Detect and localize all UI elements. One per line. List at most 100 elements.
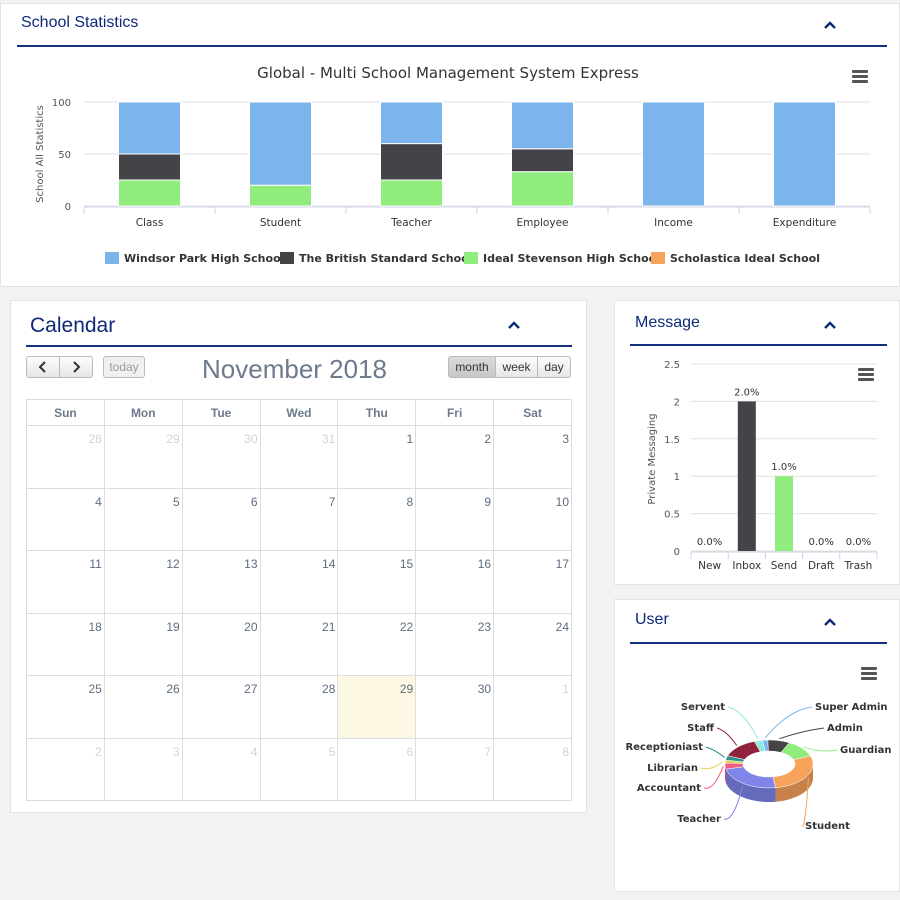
calendar-day-cell[interactable]: 8: [337, 487, 417, 551]
calendar-day-cell[interactable]: 17: [493, 550, 572, 614]
y-tick-label: 1: [674, 472, 680, 483]
view-week-button[interactable]: week: [495, 356, 538, 378]
collapse-icon[interactable]: [507, 320, 523, 334]
slice-wall: [725, 769, 776, 802]
collapse-icon[interactable]: [823, 617, 839, 631]
calendar-day-cell[interactable]: 23: [415, 612, 495, 676]
bar-the-british-standard-school: [118, 153, 181, 181]
day-header-tue: Tue: [181, 399, 261, 426]
calendar-day-cell[interactable]: 14: [259, 550, 339, 614]
x-tick-label: Teacher: [390, 217, 432, 229]
data-label: 2.0%: [734, 387, 759, 398]
calendar-day-cell[interactable]: 16: [415, 550, 495, 614]
message-panel: Message Private Messaging 0 0.5 1 1.5 2 2.5 0.0…: [614, 300, 900, 585]
today-button[interactable]: today: [103, 356, 145, 378]
y-tick-label: 0: [65, 202, 71, 213]
bar-ideal-stevenson-high-school: [249, 184, 312, 207]
calendar-panel: Calendar today November 2018 month week …: [10, 300, 587, 813]
calendar-day-cell[interactable]: 21: [259, 612, 339, 676]
calendar-day-cell[interactable]: 24: [493, 612, 572, 676]
calendar-day-cell[interactable]: 6: [337, 737, 417, 801]
calendar-day-cell[interactable]: 18: [26, 612, 105, 676]
chart-title: Global - Multi School Management System …: [257, 64, 639, 82]
bar-windsor-park-high-school: [380, 101, 443, 145]
chart-menu-icon[interactable]: [852, 70, 868, 83]
calendar-day-cell[interactable]: 1: [337, 425, 417, 489]
bar-inbox: [737, 401, 756, 551]
legend-swatch: [464, 252, 478, 264]
calendar-day-cell[interactable]: 11: [26, 550, 105, 614]
calendar-day-cell[interactable]: 28: [26, 425, 105, 489]
label-connector: [723, 785, 744, 820]
next-month-button[interactable]: [59, 356, 93, 378]
slice-guardian: [780, 742, 811, 760]
y-tick-label: 2: [674, 397, 680, 408]
chart-menu-icon[interactable]: [858, 368, 874, 381]
prev-month-button[interactable]: [26, 356, 60, 378]
panel-divider: [26, 345, 572, 347]
view-month-button[interactable]: month: [448, 356, 496, 378]
calendar-day-cell[interactable]: 31: [259, 425, 339, 489]
x-tick-label: Employee: [516, 217, 568, 229]
calendar-week-row: 28 29 30 31 1 2 3: [26, 425, 572, 489]
slice-label: Receptioniast: [626, 742, 704, 753]
calendar-day-cell[interactable]: 22: [337, 612, 417, 676]
calendar-day-cell[interactable]: 19: [103, 612, 183, 676]
calendar-day-today[interactable]: 29: [337, 675, 417, 739]
calendar-day-cell[interactable]: 4: [181, 737, 261, 801]
view-day-button[interactable]: day: [537, 356, 571, 378]
calendar-month-title: November 2018: [202, 354, 387, 384]
label-connector: [801, 777, 809, 827]
data-label: 1.0%: [771, 462, 796, 473]
calendar-day-cell[interactable]: 20: [181, 612, 261, 676]
slice-accountant: [724, 762, 744, 770]
calendar-day-cell[interactable]: 5: [259, 737, 339, 801]
calendar-day-cell[interactable]: 29: [103, 425, 183, 489]
user-title: User: [635, 611, 669, 628]
calendar-day-cell[interactable]: 28: [259, 675, 339, 739]
calendar-day-cell[interactable]: 1: [493, 675, 572, 739]
calendar-day-cell[interactable]: 30: [181, 425, 261, 489]
legend-item: Ideal Stevenson High School: [483, 252, 660, 265]
data-label: 0.0%: [846, 537, 871, 548]
calendar-day-cell[interactable]: 5: [103, 487, 183, 551]
calendar-day-cell[interactable]: 15: [337, 550, 417, 614]
chart-menu-icon[interactable]: [861, 667, 877, 680]
slice-label: Super Admin: [815, 702, 888, 713]
calendar-day-cell[interactable]: 3: [103, 737, 183, 801]
y-tick-label: 2.5: [664, 360, 680, 371]
calendar-day-cell[interactable]: 27: [181, 675, 261, 739]
calendar-day-cell[interactable]: 4: [26, 487, 105, 551]
calendar-day-cell[interactable]: 2: [415, 425, 495, 489]
x-tick-label: Class: [136, 217, 164, 229]
calendar-day-cell[interactable]: 7: [259, 487, 339, 551]
collapse-icon[interactable]: [823, 320, 839, 334]
label-connector: [727, 706, 759, 740]
slice-label: Guardian: [840, 745, 891, 756]
calendar-day-cell[interactable]: 2: [26, 737, 105, 801]
collapse-icon[interactable]: [823, 20, 839, 34]
y-axis-label: School All Statistics: [35, 105, 46, 203]
calendar-day-cell[interactable]: 26: [103, 675, 183, 739]
calendar-day-cell[interactable]: 7: [415, 737, 495, 801]
calendar-day-cell[interactable]: 6: [181, 487, 261, 551]
bar-the-british-standard-school: [380, 143, 443, 181]
calendar-day-cell[interactable]: 8: [493, 737, 572, 801]
calendar-day-cell[interactable]: 13: [181, 550, 261, 614]
calendar-day-cell[interactable]: 30: [415, 675, 495, 739]
legend-item: Scholastica Ideal School: [670, 252, 820, 265]
calendar-day-cell[interactable]: 25: [26, 675, 105, 739]
label-connector: [803, 746, 838, 752]
slice-student: [772, 755, 814, 788]
calendar-day-cell[interactable]: 9: [415, 487, 495, 551]
legend-item: The British Standard School: [299, 252, 472, 265]
slice-label: Librarian: [647, 763, 698, 774]
day-header-thu: Thu: [337, 399, 417, 426]
legend-item: Windsor Park High School: [124, 252, 284, 265]
calendar-day-cell[interactable]: 10: [493, 487, 572, 551]
day-header-fri: Fri: [415, 399, 495, 426]
slice-receptioniast: [725, 755, 746, 763]
legend-swatch: [105, 252, 119, 264]
calendar-day-cell[interactable]: 3: [493, 425, 572, 489]
calendar-day-cell[interactable]: 12: [103, 550, 183, 614]
